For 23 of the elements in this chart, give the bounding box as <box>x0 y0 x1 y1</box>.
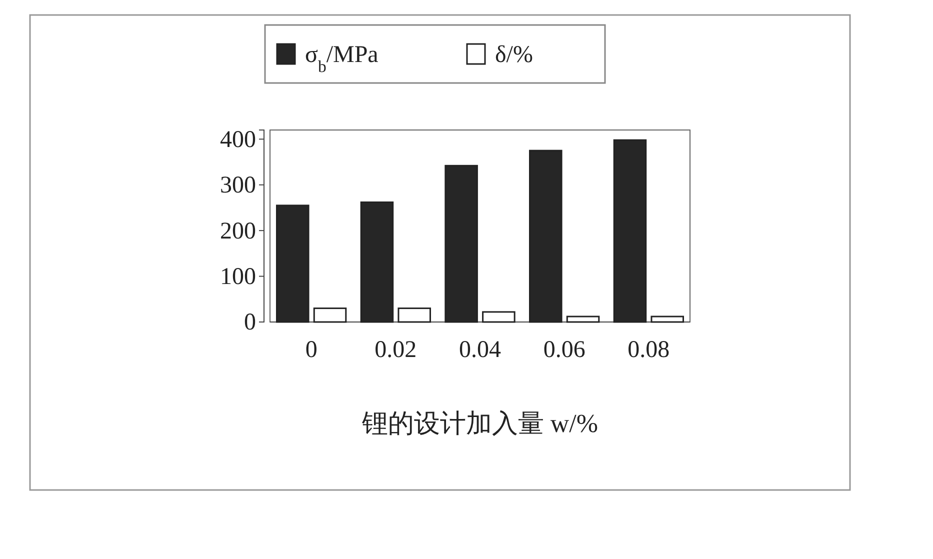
bar <box>566 316 600 323</box>
bar <box>313 308 347 323</box>
y-tick-label: 400 <box>220 126 256 153</box>
x-axis-title: 锂的设计加入量 w/% <box>360 409 598 438</box>
y-tick-label: 0 <box>244 310 256 336</box>
bar <box>529 150 562 323</box>
legend-label: σ$_{b}$/MPa <box>305 42 379 76</box>
y-tick-label: 200 <box>220 218 256 244</box>
bar <box>613 139 647 323</box>
legend-label: δ/% <box>495 42 533 68</box>
bar <box>398 308 431 323</box>
x-tick-label: 0.06 <box>543 337 586 364</box>
bar <box>276 204 310 323</box>
bar <box>650 316 684 323</box>
x-tick-label: 0.08 <box>628 337 670 364</box>
bar <box>360 201 394 323</box>
y-tick-label: 300 <box>220 172 256 199</box>
bar <box>444 164 478 323</box>
x-tick-label: 0.04 <box>459 337 501 364</box>
x-tick-label: 0.02 <box>374 337 417 364</box>
bar <box>482 311 516 323</box>
y-tick-label: 100 <box>220 264 256 290</box>
x-tick-label: 0 <box>305 337 318 364</box>
